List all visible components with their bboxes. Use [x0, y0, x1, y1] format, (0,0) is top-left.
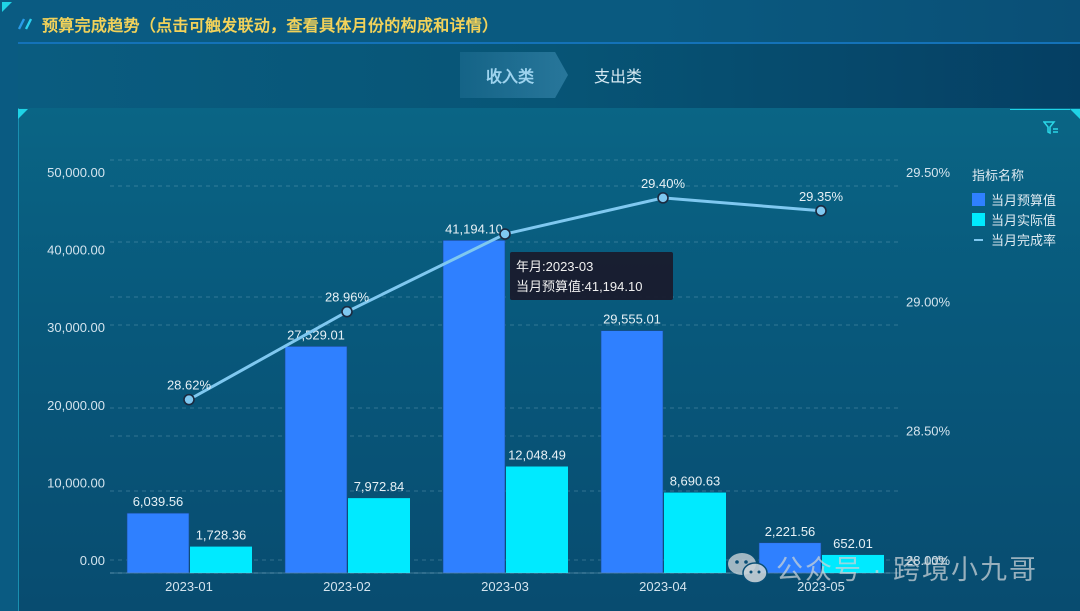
header-divider — [18, 42, 1080, 44]
double-slash-icon — [18, 18, 33, 30]
left-axis-tick: 50,000.00 — [47, 165, 105, 180]
x-axis-tick: 2023-04 — [639, 579, 687, 594]
bar-budget-label: 41,194.10 — [445, 221, 503, 236]
bar-actual-label: 652.01 — [833, 536, 873, 551]
rate-label: 28.62% — [167, 378, 212, 393]
bar-budget-label: 2,221.56 — [765, 524, 816, 539]
left-axis-tick: 10,000.00 — [47, 475, 105, 490]
legend-swatch-budget — [972, 193, 985, 206]
tabs-band — [18, 44, 1080, 108]
tooltip-month: 年月:2023-03 — [516, 259, 594, 274]
bar-budget[interactable] — [126, 512, 190, 574]
card-title: 预算完成趋势（点击可触发联动，查看具体月份的构成和详情） — [42, 18, 499, 35]
legend-line-rate — [974, 238, 983, 241]
left-axis-tick: 0.00 — [80, 553, 105, 568]
panel-corner-decoration — [18, 109, 28, 119]
legend-item-budget[interactable]: 当月预算值 — [972, 192, 1057, 208]
legend-item-rate[interactable]: 当月完成率 — [972, 232, 1057, 248]
bar-actual[interactable] — [506, 466, 568, 573]
watermark: 公众号 · 跨境小九哥 — [726, 548, 1038, 587]
rate-point[interactable] — [657, 192, 669, 204]
chart-legend: 指标名称 当月预算值 当月实际值 当月完成率 — [972, 165, 1056, 252]
rate-point[interactable] — [499, 228, 511, 240]
right-axis-tick: 28.50% — [906, 424, 951, 439]
bar-actual-label: 12,048.49 — [508, 448, 566, 463]
bar-actual-label: 7,972.84 — [354, 479, 405, 494]
filter-icon[interactable] — [1043, 121, 1059, 135]
rate-point[interactable] — [815, 205, 827, 217]
rate-label: 29.35% — [799, 189, 844, 204]
right-axis-tick: 29.50% — [906, 165, 951, 180]
tab-income[interactable]: 收入类 — [460, 52, 569, 98]
right-axis-tick: 29.00% — [906, 294, 951, 309]
rate-point[interactable] — [341, 305, 353, 318]
legend-item-actual[interactable]: 当月实际值 — [972, 212, 1057, 228]
watermark-text: 公众号 · 跨境小九哥 — [776, 555, 1038, 585]
left-axis-tick: 20,000.00 — [47, 398, 105, 413]
wechat-icon — [728, 552, 768, 584]
bar-actual-label: 1,728.36 — [196, 528, 247, 543]
chart-tooltip: 年月:2023-03 当月预算值:41,194.10 — [510, 252, 673, 300]
legend-label-budget: 当月预算值 — [991, 193, 1057, 208]
bar-actual[interactable] — [664, 492, 726, 573]
x-axis-tick: 2023-01 — [165, 579, 213, 594]
panel-corner-decoration-right — [1070, 109, 1080, 119]
rate-point[interactable] — [183, 393, 195, 406]
bar-budget-label: 29,555.01 — [603, 312, 661, 327]
bar-budget[interactable] — [600, 330, 664, 574]
bar-actual[interactable] — [190, 546, 252, 573]
x-axis-tick: 2023-03 — [481, 579, 529, 594]
legend-swatch-actual — [972, 213, 985, 226]
bar-budget[interactable] — [442, 240, 506, 574]
rate-label: 29.40% — [641, 176, 686, 191]
legend-title: 指标名称 — [972, 168, 1025, 183]
left-axis-tick: 40,000.00 — [47, 243, 105, 258]
rate-label: 28.96% — [325, 290, 370, 305]
legend-label-rate: 当月完成率 — [991, 233, 1057, 248]
x-axis-tick: 2023-05 — [797, 579, 845, 594]
bar-actual[interactable] — [348, 498, 410, 573]
legend-label-actual: 当月实际值 — [991, 213, 1057, 228]
tooltip-budget-value: 当月预算值:41,194.10 — [516, 279, 643, 294]
right-axis-tick: 28.00% — [906, 553, 951, 568]
bar-budget[interactable] — [758, 542, 822, 574]
left-axis-tick: 30,000.00 — [47, 320, 105, 335]
x-axis-tick: 2023-02 — [323, 579, 371, 594]
bar-actual[interactable] — [822, 554, 884, 573]
bar-budget[interactable] — [284, 346, 348, 574]
panel-top-accent — [1010, 109, 1070, 110]
tab-expense[interactable]: 支出类 — [594, 69, 643, 86]
bar-actual-label: 8,690.63 — [670, 474, 721, 489]
bar-budget-label: 6,039.56 — [133, 494, 184, 509]
category-tabs: 收入类 支出类 — [460, 52, 668, 98]
card-header: 预算完成趋势（点击可触发联动，查看具体月份的构成和详情） — [18, 8, 498, 40]
frame-corner-decoration — [2, 2, 12, 12]
